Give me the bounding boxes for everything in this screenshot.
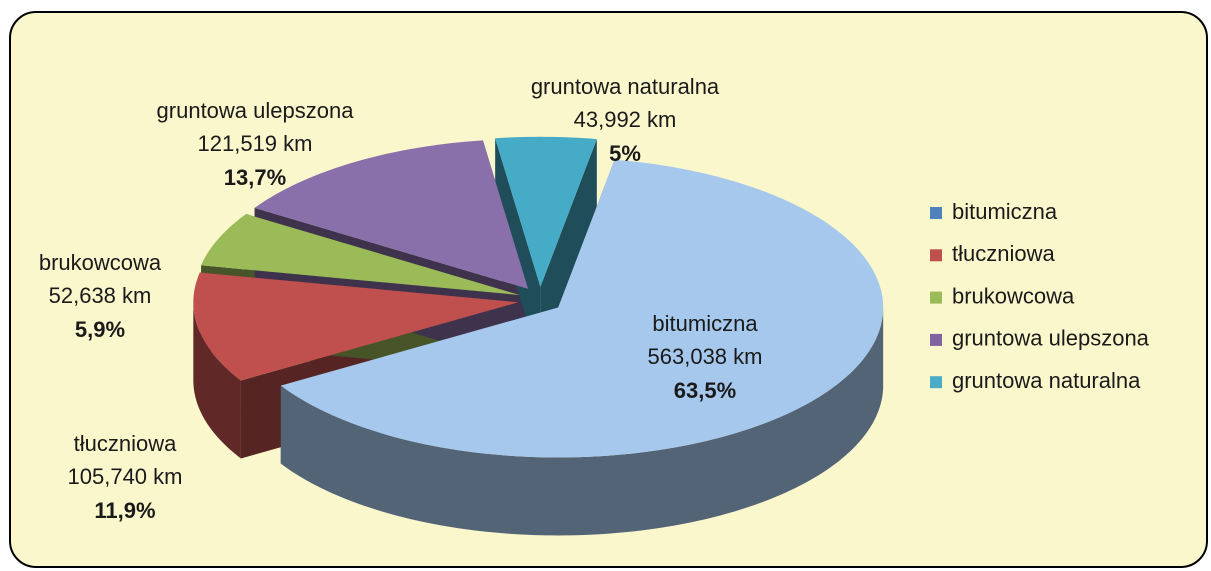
legend-swatch [930, 376, 942, 389]
legend-label: gruntowa ulepszona [952, 326, 1150, 351]
slice-face [495, 138, 541, 365]
data-label-name: gruntowa naturalna [531, 74, 720, 99]
data-label-name: tłuczniowa [74, 431, 177, 456]
data-label-value: 63,5% [674, 378, 736, 403]
data-label-name: brukowcowa [39, 250, 162, 275]
slice [254, 140, 529, 289]
legend-label: bitumiczna [952, 199, 1058, 224]
data-label-name: gruntowa ulepszona [157, 98, 355, 123]
slice [193, 272, 519, 381]
data-label-value: 5% [609, 141, 641, 166]
data-label-value: 13,7% [224, 165, 286, 190]
data-label-name: bitumiczna [652, 311, 758, 336]
legend-label: gruntowa naturalna [952, 368, 1141, 393]
data-label-length: 52,638 km [49, 283, 152, 308]
legend-swatch [930, 333, 942, 346]
slice-face [540, 139, 597, 365]
slice-side [280, 307, 884, 536]
legend-swatch [930, 207, 942, 219]
legend-label: brukowcowa [952, 283, 1075, 308]
legend-swatch [930, 291, 942, 304]
slice-side [193, 302, 241, 459]
data-label-length: 43,992 km [574, 107, 677, 132]
slice [495, 136, 597, 287]
slice [201, 214, 520, 296]
data-label-length: 105,740 km [68, 464, 183, 489]
data-label-length: 121,519 km [198, 131, 313, 156]
slice [280, 159, 884, 458]
data-label-value: 11,9% [94, 498, 155, 523]
legend-label: tłuczniowa [952, 241, 1055, 266]
legend-swatch [930, 249, 942, 262]
data-label-value: 5,9% [75, 317, 125, 342]
data-label-length: 563,038 km [648, 344, 763, 369]
